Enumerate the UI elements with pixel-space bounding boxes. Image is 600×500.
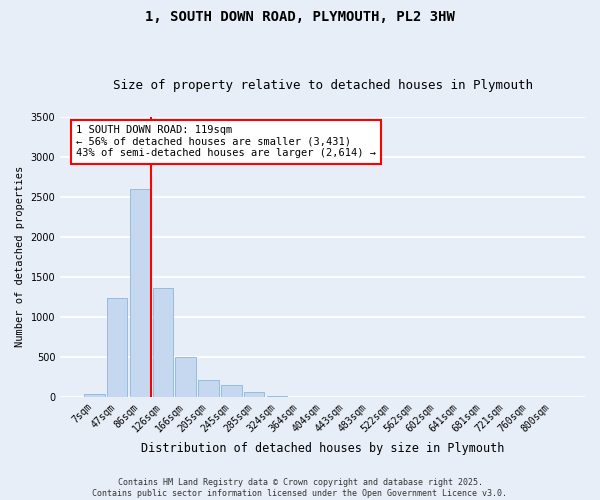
Bar	[221, 385, 242, 397]
X-axis label: Distribution of detached houses by size in Plymouth: Distribution of detached houses by size …	[141, 442, 504, 455]
Bar	[266, 396, 287, 397]
Bar	[107, 298, 127, 397]
Title: Size of property relative to detached houses in Plymouth: Size of property relative to detached ho…	[113, 79, 533, 92]
Bar	[244, 392, 265, 397]
Text: Contains HM Land Registry data © Crown copyright and database right 2025.
Contai: Contains HM Land Registry data © Crown c…	[92, 478, 508, 498]
Bar	[84, 394, 104, 397]
Text: 1, SOUTH DOWN ROAD, PLYMOUTH, PL2 3HW: 1, SOUTH DOWN ROAD, PLYMOUTH, PL2 3HW	[145, 10, 455, 24]
Text: 1 SOUTH DOWN ROAD: 119sqm
← 56% of detached houses are smaller (3,431)
43% of se: 1 SOUTH DOWN ROAD: 119sqm ← 56% of detac…	[76, 125, 376, 158]
Bar	[130, 189, 150, 397]
Bar	[198, 380, 219, 397]
Y-axis label: Number of detached properties: Number of detached properties	[15, 166, 25, 348]
Bar	[152, 288, 173, 397]
Bar	[175, 357, 196, 397]
